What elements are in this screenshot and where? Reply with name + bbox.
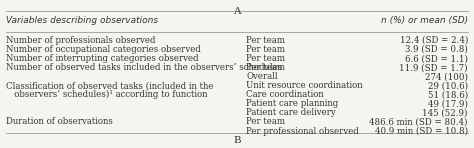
Text: 11.9 (SD = 1.7): 11.9 (SD = 1.7) [399,63,468,72]
Text: Per team: Per team [246,36,285,45]
Text: Duration of observations: Duration of observations [6,118,113,127]
Text: Per team: Per team [246,63,285,72]
Text: 3.9 (SD = 0.8): 3.9 (SD = 0.8) [405,45,468,54]
Text: 51 (18.6): 51 (18.6) [428,90,468,99]
Text: n (%) or mean (SD): n (%) or mean (SD) [381,16,468,25]
Text: Patient care planning: Patient care planning [246,99,339,108]
Text: 49 (17.9): 49 (17.9) [428,99,468,108]
Text: Number of interrupting categories observed: Number of interrupting categories observ… [6,54,199,63]
Text: 145 (52.9): 145 (52.9) [422,108,468,117]
Text: 29 (10.6): 29 (10.6) [428,81,468,90]
Text: Care coordination: Care coordination [246,90,324,99]
Text: Number of occupational categories observed: Number of occupational categories observ… [6,45,201,54]
Text: Per team: Per team [246,54,285,63]
Text: A: A [233,7,241,16]
Text: Number of professionals observed: Number of professionals observed [6,36,155,45]
Text: 6.6 (SD = 1.1): 6.6 (SD = 1.1) [405,54,468,63]
Text: 274 (100): 274 (100) [425,72,468,81]
Text: Overall: Overall [246,72,278,81]
Text: 40.9 min (SD = 10.8): 40.9 min (SD = 10.8) [375,127,468,136]
Text: Per team: Per team [246,45,285,54]
Text: Number of observed tasks included in the observers’ schedules: Number of observed tasks included in the… [6,63,283,72]
Text: Unit resource coordination: Unit resource coordination [246,81,363,90]
Text: Per team: Per team [246,118,285,127]
Text: Classification of observed tasks (included in the: Classification of observed tasks (includ… [6,81,214,90]
Text: 486.6 min (SD = 80.4): 486.6 min (SD = 80.4) [369,118,468,127]
Text: B: B [233,136,241,145]
Text: observers’ schedules)¹ according to function: observers’ schedules)¹ according to func… [6,90,208,99]
Text: 12.4 (SD = 2.4): 12.4 (SD = 2.4) [400,36,468,45]
Text: Patient care delivery: Patient care delivery [246,108,336,117]
Text: Variables describing observations: Variables describing observations [6,16,158,25]
Text: Per professional observed: Per professional observed [246,127,359,136]
